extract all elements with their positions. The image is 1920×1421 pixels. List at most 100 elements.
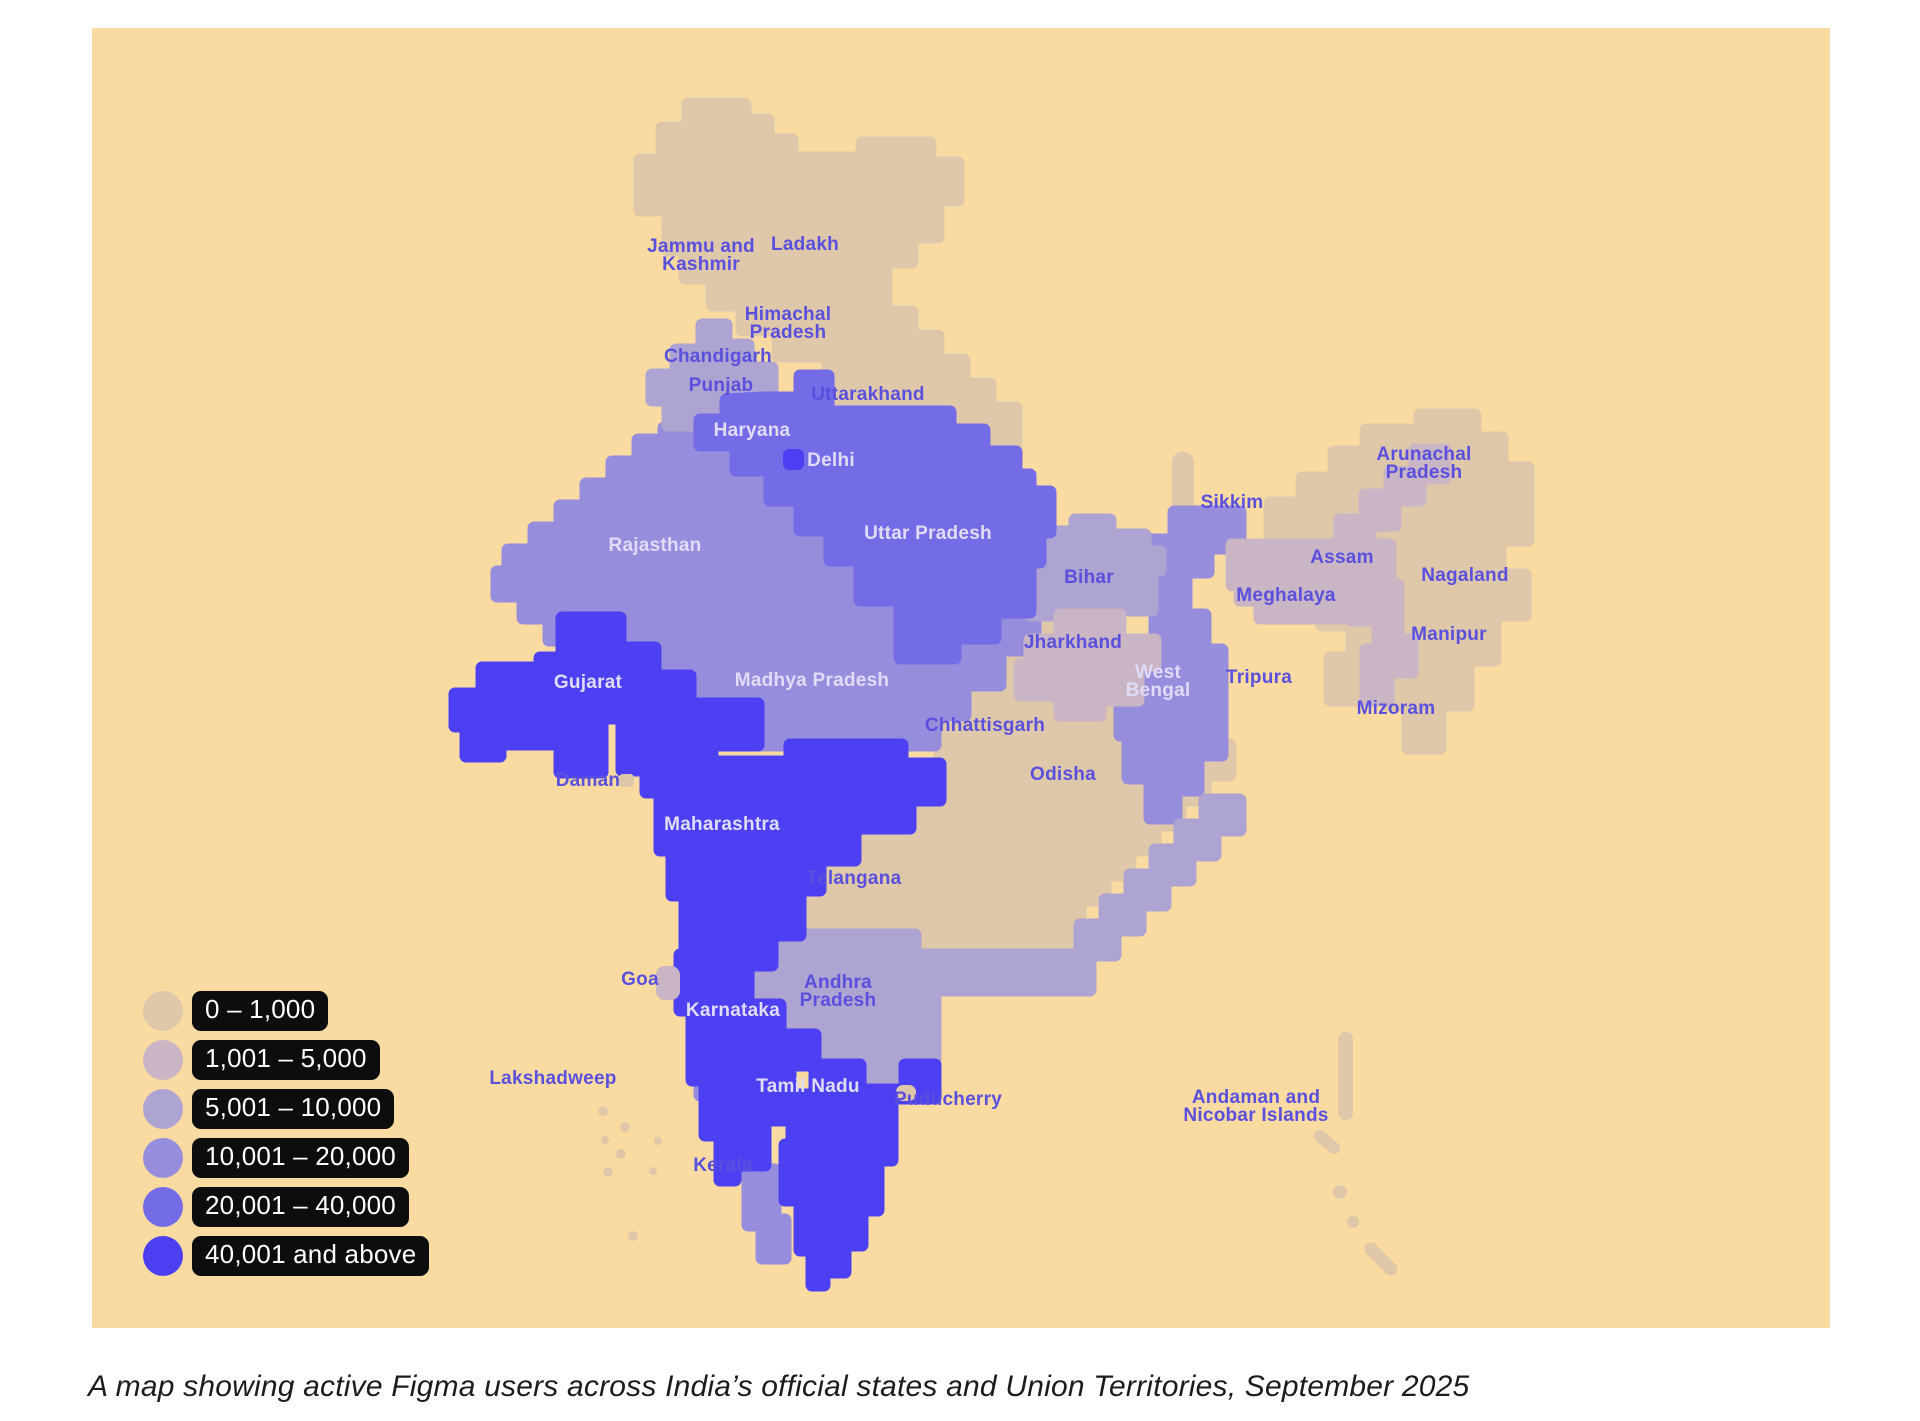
state-label-uttar-pradesh: Uttar Pradesh: [864, 523, 992, 544]
region-sikkim: [1172, 452, 1194, 514]
region-assam-meghalaya: [1225, 443, 1452, 707]
state-label-rajasthan: Rajasthan: [608, 535, 701, 556]
region-shape-andaman-nicobar: [1333, 1185, 1347, 1199]
legend-swatch-icon: [143, 1089, 183, 1129]
legend-row-1: 1,001 – 5,000: [143, 1040, 429, 1080]
legend-label: 20,001 – 40,000: [192, 1187, 409, 1227]
state-label-lakshadweep: Lakshadweep: [489, 1068, 616, 1089]
region-tamil-nadu: [778, 1058, 942, 1292]
legend-label: 10,001 – 20,000: [192, 1138, 409, 1178]
state-label-daman: Daman: [556, 770, 621, 791]
region-lakshadweep: [598, 1106, 662, 1241]
legend: 0 – 1,000 1,001 – 5,000 5,001 – 10,000 10,0…: [143, 991, 430, 1276]
region-jammu-kashmir-ladakh-himachal-uttarakhand: [633, 97, 1023, 459]
state-label-bihar: Bihar: [1064, 567, 1114, 588]
caption: A map showing active Figma users across …: [88, 1370, 1470, 1403]
state-label-sikkim: Sikkim: [1201, 492, 1264, 513]
state-label-telangana: Telangana: [807, 868, 902, 889]
region-shape-lakshadweep: [598, 1106, 608, 1116]
state-label-karnataka: Karnataka: [686, 1000, 780, 1021]
state-label-maharashtra: Maharashtra: [664, 814, 780, 835]
region-shape-sikkim: [1172, 452, 1194, 514]
legend-row-3: 10,001 – 20,000: [143, 1138, 429, 1178]
region-shape-tamil-nadu: [778, 1058, 942, 1292]
region-shape-delhi: [783, 449, 804, 470]
region-gujarat: [448, 611, 765, 799]
state-label-west-bengal: West Bengal: [1126, 662, 1191, 701]
region-shape-west-bengal: [1113, 505, 1247, 825]
region-shape-lakshadweep: [628, 1231, 638, 1241]
state-label-himachal-pradesh: Himachal Pradesh: [745, 304, 831, 343]
region-shape-daman: [619, 774, 634, 787]
state-label-mizoram: Mizoram: [1357, 698, 1436, 719]
region-west-bengal: [1113, 505, 1247, 825]
region-andaman-nicobar: [1314, 1032, 1398, 1276]
region-bihar: [1023, 513, 1167, 642]
state-label-gujarat: Gujarat: [554, 672, 623, 693]
region-shape-jharkhand: [1013, 608, 1162, 722]
legend-swatch-icon: [143, 991, 183, 1031]
state-label-meghalaya: Meghalaya: [1236, 585, 1336, 606]
legend-row-4: 20,001 – 40,000: [143, 1187, 429, 1227]
state-label-assam: Assam: [1310, 547, 1374, 568]
state-label-tripura: Tripura: [1226, 667, 1292, 688]
region-shape-assam-meghalaya: [1225, 443, 1452, 592]
legend-label: 5,001 – 10,000: [192, 1089, 395, 1129]
state-label-puducherry: Puducherry: [894, 1089, 1002, 1110]
state-label-jharkhand: Jharkhand: [1024, 632, 1122, 653]
state-label-odisha: Odisha: [1030, 764, 1096, 785]
region-puducherry: [896, 1085, 916, 1101]
state-label-nagaland: Nagaland: [1421, 565, 1509, 586]
region-shape-uttar-pradesh-haryana: [693, 369, 1057, 665]
region-shape-gujarat: [448, 611, 765, 799]
legend-label: 1,001 – 5,000: [192, 1040, 380, 1080]
legend-swatch-icon: [143, 1187, 183, 1227]
state-label-delhi: Delhi: [807, 450, 855, 471]
state-label-chhattisgarh: Chhattisgarh: [925, 715, 1045, 736]
region-shape-lakshadweep: [616, 1149, 626, 1159]
region-shape-jammu-kashmir-ladakh-himachal-uttarakhand: [633, 97, 1023, 459]
state-label-punjab: Punjab: [689, 375, 754, 396]
region-shape-lakshadweep: [603, 1167, 613, 1177]
state-label-goa: Goa: [621, 969, 659, 990]
legend-label: 40,001 and above: [192, 1236, 430, 1276]
region-shape-assam-meghalaya: [1345, 578, 1419, 707]
state-label-ladakh: Ladakh: [771, 234, 839, 255]
region-shape-lakshadweep: [649, 1167, 657, 1175]
state-label-haryana: Haryana: [714, 420, 791, 441]
region-uttar-pradesh-haryana: [693, 369, 1057, 665]
state-label-tamil-nadu: Tamil Nadu: [756, 1076, 860, 1097]
region-shape-karnataka: [673, 928, 822, 1187]
state-label-madhya-pradesh: Madhya Pradesh: [735, 670, 890, 691]
region-shape-andaman-nicobar: [1364, 1242, 1398, 1276]
region-shape-lakshadweep: [620, 1122, 630, 1132]
region-goa: [656, 966, 680, 1000]
region-shape-goa: [656, 966, 680, 1000]
region-karnataka: [673, 928, 822, 1187]
legend-swatch-icon: [143, 1040, 183, 1080]
legend-label: 0 – 1,000: [192, 991, 329, 1031]
region-shape-lakshadweep: [601, 1136, 609, 1144]
state-label-chandigarh: Chandigarh: [664, 346, 772, 367]
region-shape-andaman-nicobar: [1347, 1216, 1359, 1228]
region-shape-puducherry: [896, 1085, 916, 1101]
legend-row-5: 40,001 and above: [143, 1236, 430, 1276]
region-shape-lakshadweep: [654, 1137, 662, 1145]
region-daman: [619, 774, 634, 787]
state-label-andhra-pradesh: Andhra Pradesh: [800, 972, 877, 1011]
legend-row-0: 0 – 1,000: [143, 991, 429, 1031]
region-jharkhand: [1013, 608, 1162, 722]
legend-swatch-icon: [143, 1138, 183, 1178]
state-label-manipur: Manipur: [1411, 624, 1487, 645]
state-label-arunachal-pradesh: Arunachal Pradesh: [1376, 444, 1471, 483]
state-label-andaman-and-nicobar-islands: Andaman and Nicobar Islands: [1183, 1087, 1328, 1126]
region-maharashtra: [653, 738, 947, 962]
legend-row-2: 5,001 – 10,000: [143, 1089, 429, 1129]
region-shape-maharashtra: [653, 738, 947, 962]
region-shape-andaman-nicobar: [1314, 1130, 1340, 1154]
region-shape-bihar: [1023, 513, 1167, 642]
state-label-jammu-and-kashmir: Jammu and Kashmir: [647, 236, 755, 275]
region-delhi: [783, 449, 804, 470]
region-shape-andaman-nicobar: [1338, 1032, 1353, 1120]
